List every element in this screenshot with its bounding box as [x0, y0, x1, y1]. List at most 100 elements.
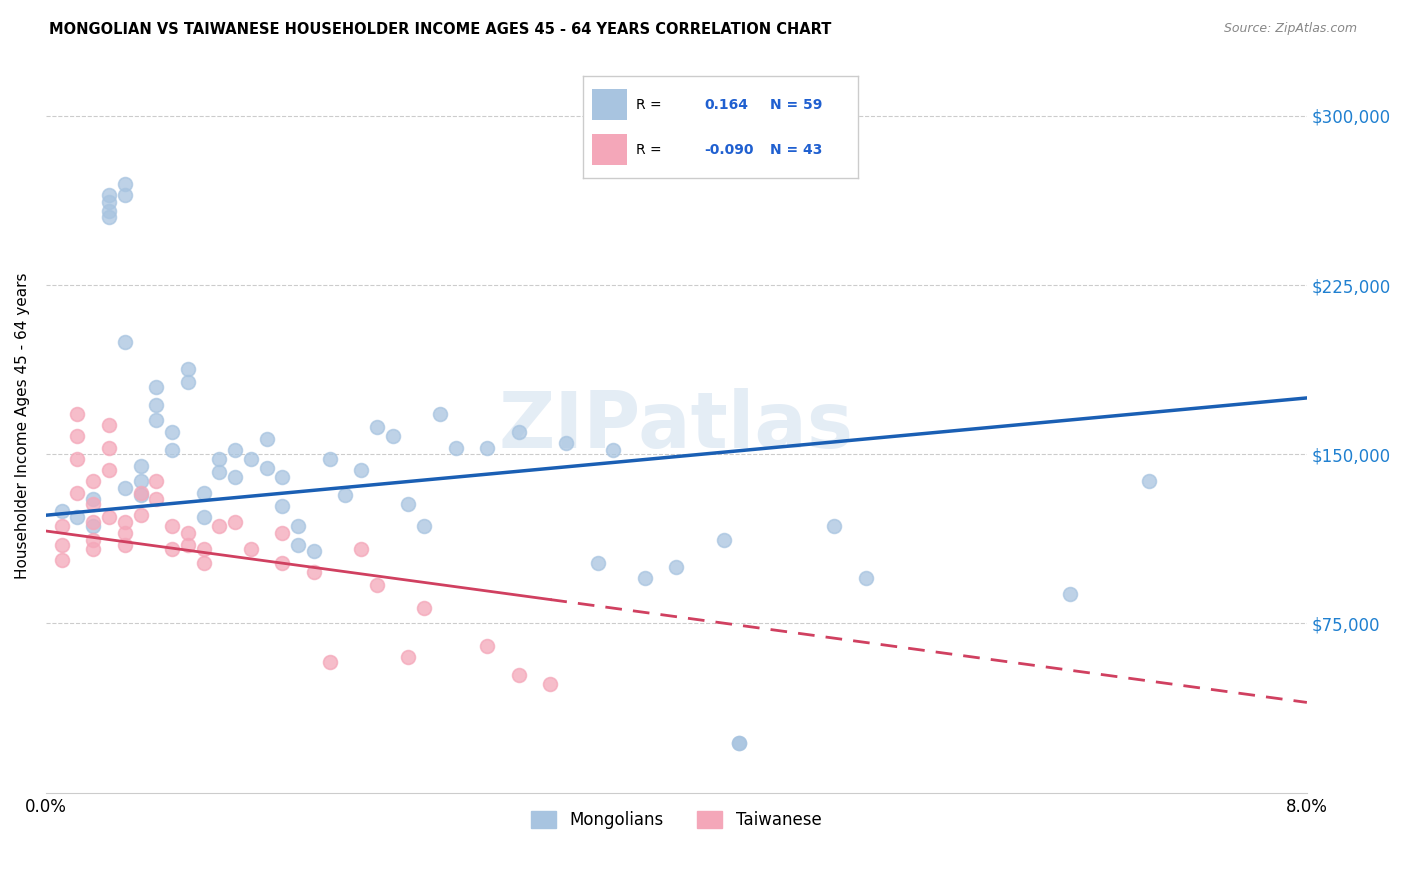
Point — [508, 425, 530, 439]
Point — [271, 499, 294, 513]
Point — [350, 463, 373, 477]
Point — [271, 556, 294, 570]
Point — [193, 510, 215, 524]
Text: R =: R = — [636, 143, 661, 157]
Point — [318, 655, 340, 669]
Point — [98, 417, 121, 432]
Text: 0.164: 0.164 — [704, 97, 748, 112]
Point — [160, 425, 183, 439]
Y-axis label: Householder Income Ages 45 - 64 years: Householder Income Ages 45 - 64 years — [15, 273, 30, 580]
Point — [224, 470, 246, 484]
Point — [98, 463, 121, 477]
Point — [665, 560, 688, 574]
Point — [66, 429, 89, 443]
Point — [66, 451, 89, 466]
Text: N = 43: N = 43 — [770, 143, 823, 157]
Text: N = 59: N = 59 — [770, 97, 823, 112]
Text: Source: ZipAtlas.com: Source: ZipAtlas.com — [1223, 22, 1357, 36]
Point — [145, 475, 167, 489]
Point — [477, 441, 499, 455]
Point — [429, 407, 451, 421]
Point — [82, 542, 104, 557]
Point — [129, 485, 152, 500]
Point — [51, 553, 73, 567]
Point — [508, 668, 530, 682]
Point — [318, 451, 340, 466]
Point — [51, 519, 73, 533]
Point — [398, 497, 420, 511]
Point — [145, 413, 167, 427]
Text: -0.090: -0.090 — [704, 143, 754, 157]
Point — [160, 442, 183, 457]
Bar — [592, 135, 627, 165]
Point — [98, 510, 121, 524]
Point — [444, 441, 467, 455]
Point — [256, 461, 278, 475]
Point — [114, 177, 136, 191]
Point — [287, 519, 309, 533]
Point — [586, 556, 609, 570]
Point — [82, 475, 104, 489]
Point — [129, 508, 152, 523]
Point — [224, 442, 246, 457]
Point — [366, 420, 388, 434]
Point — [177, 537, 200, 551]
Point — [129, 458, 152, 473]
Point — [728, 736, 751, 750]
Point — [145, 398, 167, 412]
Point — [224, 515, 246, 529]
Point — [114, 526, 136, 541]
Point — [98, 441, 121, 455]
Point — [82, 497, 104, 511]
Point — [208, 451, 231, 466]
Point — [66, 510, 89, 524]
Point — [98, 203, 121, 218]
Point — [287, 537, 309, 551]
Point — [82, 492, 104, 507]
Point — [538, 677, 561, 691]
Point — [114, 188, 136, 202]
Point — [66, 485, 89, 500]
Point — [145, 492, 167, 507]
Point — [413, 600, 436, 615]
Point — [302, 544, 325, 558]
Point — [193, 556, 215, 570]
Point — [160, 542, 183, 557]
Point — [366, 578, 388, 592]
Point — [114, 481, 136, 495]
Point — [208, 519, 231, 533]
Point — [160, 519, 183, 533]
Point — [51, 537, 73, 551]
Point — [634, 571, 657, 585]
Point — [208, 466, 231, 480]
Point — [477, 639, 499, 653]
Point — [114, 537, 136, 551]
Point — [1059, 587, 1081, 601]
Point — [66, 407, 89, 421]
Point — [193, 485, 215, 500]
Legend: Mongolians, Taiwanese: Mongolians, Taiwanese — [524, 804, 828, 836]
Point — [177, 526, 200, 541]
Point — [381, 429, 404, 443]
Point — [239, 451, 262, 466]
Point — [114, 334, 136, 349]
Point — [413, 519, 436, 533]
Point — [302, 565, 325, 579]
Point — [98, 211, 121, 225]
Point — [713, 533, 735, 547]
Point — [82, 533, 104, 547]
Point — [239, 542, 262, 557]
Point — [177, 375, 200, 389]
Point — [193, 542, 215, 557]
Point — [855, 571, 877, 585]
Bar — [592, 89, 627, 120]
Point — [177, 361, 200, 376]
Text: ZIPatlas: ZIPatlas — [499, 388, 853, 464]
Point — [728, 736, 751, 750]
Point — [602, 442, 624, 457]
Point — [145, 379, 167, 393]
Point — [271, 470, 294, 484]
Point — [398, 650, 420, 665]
Point — [129, 475, 152, 489]
Point — [51, 504, 73, 518]
